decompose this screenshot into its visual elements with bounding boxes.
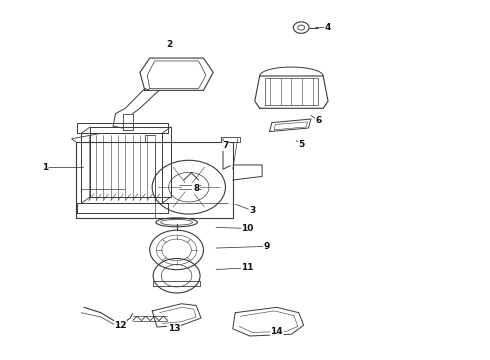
Text: 6: 6 — [315, 116, 321, 125]
Text: 3: 3 — [249, 206, 255, 215]
Text: 12: 12 — [114, 321, 126, 330]
Text: 1: 1 — [42, 163, 48, 172]
Text: 13: 13 — [168, 324, 180, 333]
Text: 2: 2 — [166, 40, 172, 49]
Text: 11: 11 — [241, 264, 254, 273]
Text: 5: 5 — [298, 140, 304, 149]
Text: 9: 9 — [264, 242, 270, 251]
Text: 7: 7 — [222, 141, 229, 150]
Text: 8: 8 — [193, 184, 199, 193]
Text: 14: 14 — [270, 327, 283, 336]
Text: 10: 10 — [241, 224, 254, 233]
Text: 4: 4 — [325, 23, 331, 32]
